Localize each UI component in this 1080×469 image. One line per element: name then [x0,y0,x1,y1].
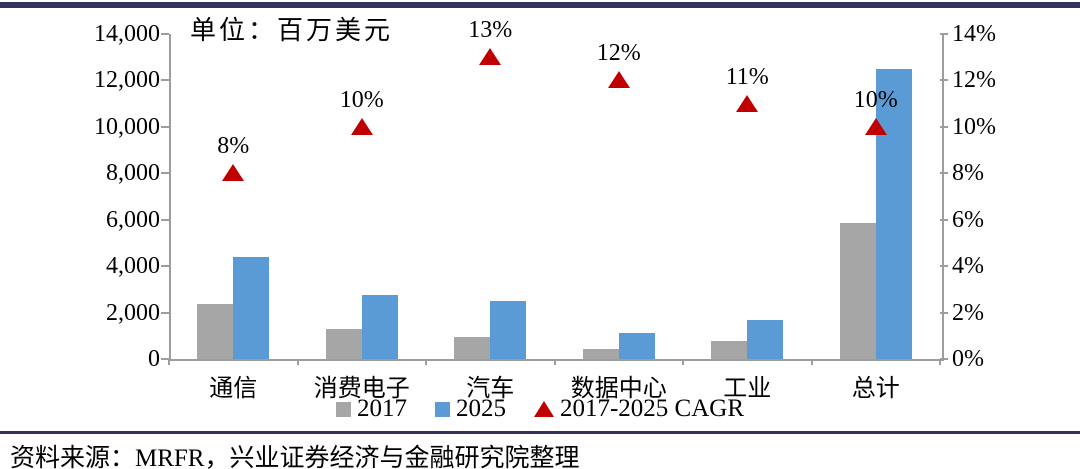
right-axis-tick [940,265,948,268]
left-axis-tick [161,311,169,314]
right-axis-tick [940,172,948,175]
bar-2025 [747,319,784,359]
left-axis-tick [161,125,169,128]
left-axis-tick-label: 2,000 [106,299,160,326]
right-axis-tick-label: 4% [952,253,984,280]
x-axis-tick [553,359,556,365]
cagr-value-label: 12% [596,40,641,67]
x-axis-tick [425,359,427,365]
cagr-marker [864,117,887,135]
left-axis-tick-label: 8,000 [106,160,160,187]
right-axis-tick [940,358,948,360]
left-axis-tick [161,265,169,268]
left-axis-tick-label: 12,000 [94,67,160,94]
cagr-value-label: 8% [217,133,250,160]
x-axis-tick [296,359,299,365]
legend-swatch-2025 [434,401,450,417]
left-axis-tick-label: 4,000 [106,253,160,280]
right-axis-tick-label: 0% [952,346,984,372]
left-axis-tick [161,218,169,221]
right-axis-tick [940,33,948,35]
left-axis-tick-label: 14,000 [94,21,160,47]
legend: 2017 2025 2017-2025 CAGR [0,395,1080,423]
category-label: 工业 [723,376,772,402]
bar-2025 [361,295,398,359]
category-label: 消费电子 [313,376,410,402]
cagr-marker [479,48,502,66]
bar-2017 [711,340,748,359]
category-label: 数据中心 [570,376,667,402]
left-axis-tick [161,358,169,360]
left-axis-tick [161,172,169,175]
left-axis-tick-label: 0 [148,346,160,372]
cagr-marker [222,164,245,182]
right-axis-tick-label: 2% [952,299,984,326]
right-axis-tick-label: 6% [952,206,984,233]
bar-2025 [875,68,912,359]
x-axis-tick [682,359,684,365]
cagr-value-label: 10% [339,86,384,113]
bottom-divider [0,431,1080,434]
right-axis-tick [940,218,948,221]
bar-2017 [582,348,619,359]
left-axis-tick [161,33,169,35]
right-axis-tick-label: 12% [952,67,996,94]
legend-label: 2017 [356,395,407,422]
source-note: 资料来源：MRFR，兴业证券经济与金融研究院整理 [10,445,580,469]
bar-2017 [839,223,876,359]
unit-label: 单位：百万美元 [190,16,394,45]
legend-swatch-2017 [335,401,351,417]
x-axis-tick [810,359,813,365]
x-axis-tick [168,359,170,365]
legend-item: 2017 [335,395,407,423]
bar-2017 [197,304,234,359]
plot-area [169,34,944,361]
legend-item: 2017-2025 CAGR [533,395,745,423]
x-axis-tick [939,359,941,365]
bar-2025 [233,256,270,359]
cagr-value-label: 13% [468,17,513,44]
legend-label: 2025 [455,395,506,422]
category-label: 汽车 [466,376,515,402]
legend-triangle-icon [533,401,554,417]
category-label: 通信 [209,376,258,402]
category-label: 总计 [851,376,900,402]
bar-2017 [325,328,362,359]
legend-label: 2017-2025 CAGR [559,395,745,422]
cagr-value-label: 10% [853,86,898,113]
legend-item: 2025 [434,395,506,423]
cagr-marker [736,94,759,112]
right-axis-tick-label: 10% [952,113,996,140]
top-divider [0,2,1080,8]
left-axis-tick [161,79,169,82]
bar-2025 [618,333,655,359]
cagr-marker [350,117,373,135]
cagr-value-label: 11% [725,63,769,90]
left-axis-tick-label: 6,000 [106,206,160,233]
right-axis-tick [940,79,948,82]
bar-2025 [490,300,527,359]
right-axis-tick-label: 8% [952,160,984,187]
bar-2017 [454,336,491,359]
right-axis-tick-label: 14% [952,21,996,47]
right-axis-tick [940,125,948,128]
left-axis-tick-label: 10,000 [94,113,160,140]
cagr-marker [607,71,630,89]
right-axis-tick [940,311,948,314]
